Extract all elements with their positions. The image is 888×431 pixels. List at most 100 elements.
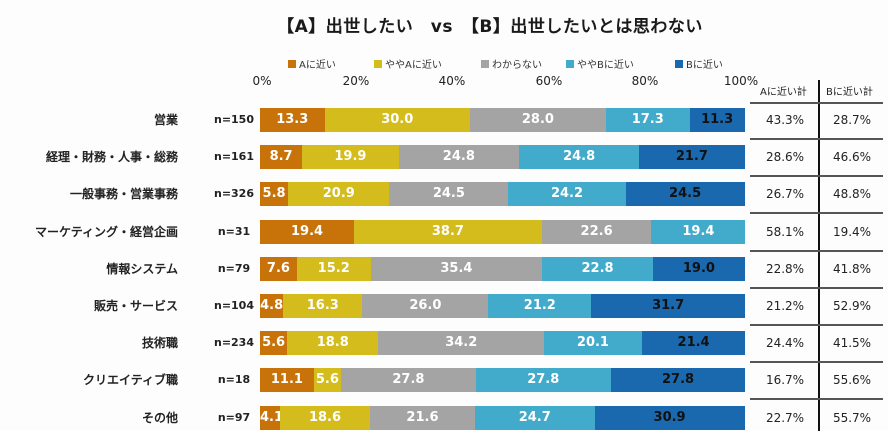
legend-item: Aに近い (288, 56, 336, 71)
x-tick-label: 0% (252, 74, 272, 88)
a-total-cell: 26.7% (765, 187, 805, 202)
category-label: その他 (141, 410, 178, 425)
x-tick-label: 40% (438, 74, 466, 88)
stacked-bar: 7.6 15.2 35.4 22.8 19.0 (260, 256, 745, 281)
chart-title: 【A】出世したい vs 【B】出世したいとは思わない (277, 17, 703, 37)
bar-segment: 11.1 (260, 368, 314, 393)
table-header-b-total: Bに近い計 (826, 87, 873, 98)
legend-label: ややBに近い (577, 60, 634, 71)
stacked-bar: 8.7 19.9 24.8 24.8 21.7 (260, 145, 745, 170)
bar-segment: 5.8 (260, 182, 289, 207)
bar-segment: 21.2 (488, 294, 592, 318)
a-total-cell: 28.6% (765, 150, 805, 165)
a-total-cell: 43.3% (765, 113, 805, 127)
table-divider (750, 324, 883, 326)
stacked-bar: 19.4 38.7 22.6 19.4 (260, 219, 746, 244)
x-tick-label: 80% (631, 74, 659, 88)
legend-swatch (288, 59, 296, 68)
sample-size-label: n=234 (213, 336, 254, 350)
table-divider-vertical (818, 80, 820, 431)
legend-swatch (481, 59, 489, 68)
stacked-bar: 4.1 18.6 21.6 24.7 30.9 (260, 405, 745, 430)
bar-segment: 24.5 (625, 182, 745, 207)
table-divider (750, 138, 883, 140)
bar-segment: 19.0 (652, 256, 745, 281)
table-header-a-total: Aに近い計 (760, 87, 807, 98)
bar-segment: 24.5 (389, 182, 509, 207)
b-total-cell: 55.7% (832, 410, 872, 425)
bar-segment: 26.0 (362, 294, 489, 318)
legend-label: Bに近い (686, 60, 723, 71)
x-tick-label: 100% (723, 74, 759, 88)
bar-segment: 19.9 (302, 145, 399, 170)
b-total-cell: 19.4% (832, 224, 872, 239)
bar-segment: 20.1 (544, 331, 642, 356)
b-total-cell: 46.6% (832, 150, 872, 165)
legend-swatch (374, 59, 382, 68)
bar-segment: 24.8 (518, 145, 640, 170)
bar-segment: 21.7 (639, 145, 745, 170)
category-label: クリエイティブ職 (82, 373, 178, 388)
table-divider (750, 175, 883, 178)
bar-segment: 30.9 (594, 405, 745, 430)
bar-segment: 15.2 (296, 256, 371, 281)
bar-segment: 24.7 (474, 405, 595, 430)
category-label: 販売・サービス (93, 299, 178, 313)
bar-segment: 16.3 (283, 294, 363, 318)
table-divider (750, 102, 883, 104)
category-label: 技術職 (141, 336, 178, 351)
category-label: 情報システム (106, 261, 178, 276)
bar-segment: 13.3 (260, 108, 325, 132)
category-label: 営業 (153, 113, 178, 127)
bar-segment: 20.9 (288, 182, 390, 207)
legend-label: ややAに近い (385, 60, 442, 71)
legend-item: ややAに近い (374, 56, 442, 71)
bar-segment: 17.3 (605, 108, 690, 132)
legend-swatch (675, 59, 683, 68)
a-total-cell: 22.8% (765, 261, 805, 276)
legend-item: Bに近い (675, 56, 723, 71)
category-label: マーケティング・経営企画 (34, 224, 178, 239)
bar-segment: 22.8 (542, 256, 653, 281)
bar-segment: 27.8 (475, 368, 611, 393)
b-total-cell: 41.8% (832, 261, 872, 276)
bar-segment: 38.7 (354, 219, 542, 244)
bar-segment: 22.6 (541, 219, 652, 244)
b-total-cell: 48.8% (832, 187, 872, 202)
sample-size-label: n=326 (213, 187, 254, 201)
bar-segment: 35.4 (370, 256, 543, 281)
table-divider (750, 249, 883, 252)
bar-segment: 7.6 (260, 256, 297, 281)
bar-segment: 11.3 (689, 108, 745, 132)
sample-size-label: n=18 (217, 373, 251, 387)
sample-size-label: n=150 (213, 113, 254, 126)
stacked-bar: 5.6 18.8 34.2 20.1 21.4 (260, 331, 746, 356)
sample-size-label: n=97 (217, 410, 251, 424)
sample-size-label: n=161 (213, 150, 254, 164)
category-label: 一般事務・営業事務 (69, 187, 178, 202)
bar-segment: 24.8 (398, 145, 519, 170)
legend-label: Aに近い (299, 60, 336, 71)
table-divider (750, 212, 883, 215)
bar-segment: 5.6 (313, 368, 341, 393)
legend-swatch (566, 59, 574, 68)
legend-label: わからない (492, 60, 542, 71)
bar-segment: 27.8 (340, 368, 476, 393)
category-label: 経理・財務・人事・総務 (45, 150, 178, 165)
stacked-bar: 4.8 16.3 26.0 21.2 31.7 (260, 294, 745, 318)
table-divider (750, 398, 883, 401)
bar-segment: 21.6 (370, 405, 475, 430)
a-total-cell: 24.4% (765, 336, 805, 351)
bar-segment: 4.8 (260, 294, 284, 318)
a-total-cell: 22.7% (765, 410, 805, 425)
table-divider (750, 361, 883, 364)
b-total-cell: 52.9% (832, 299, 872, 313)
b-total-cell: 41.5% (832, 336, 872, 351)
bar-segment: 8.7 (260, 145, 303, 170)
legend-item: ややBに近い (566, 56, 634, 71)
bar-segment: 5.6 (260, 331, 288, 356)
a-total-cell: 21.2% (765, 299, 805, 313)
bar-segment: 30.0 (324, 108, 470, 132)
bar-segment: 18.8 (287, 331, 379, 356)
stacked-bar: 13.3 30.0 28.0 17.3 11.3 (260, 108, 745, 132)
